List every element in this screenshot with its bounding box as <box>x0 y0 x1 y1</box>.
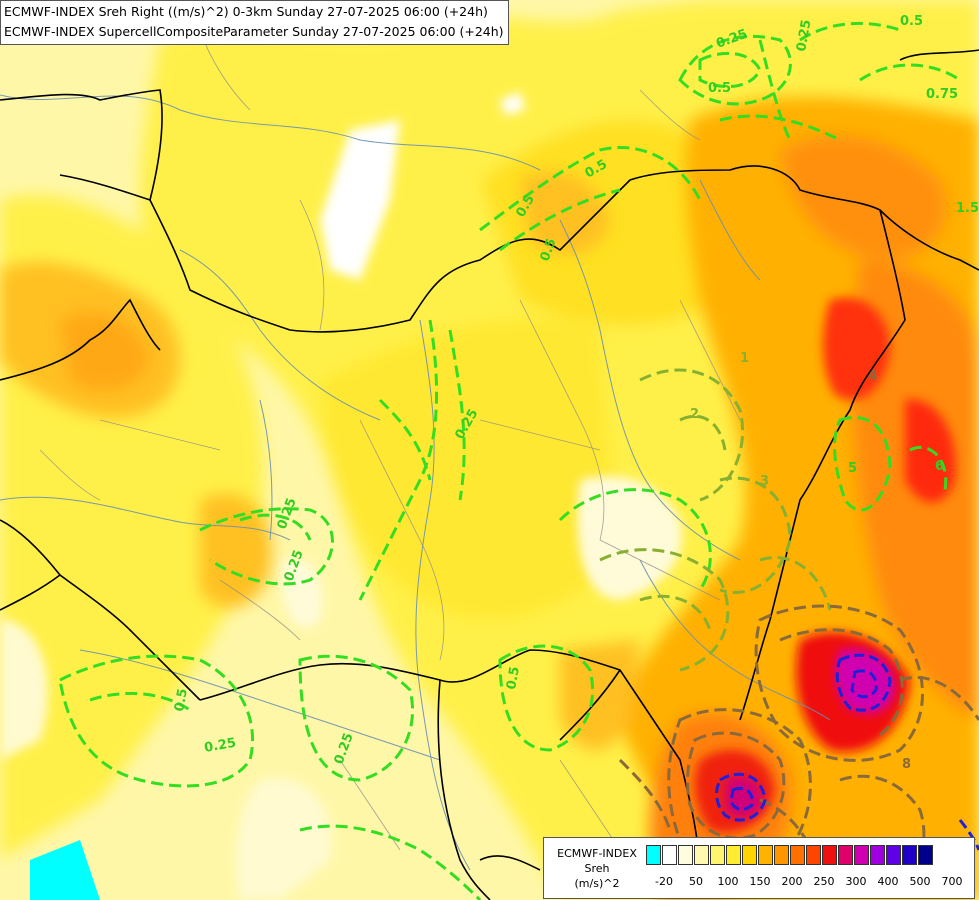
color-legend: ECMWF-INDEX Sreh (m/s)^2 -20 50 100 150 200 2… <box>543 837 975 899</box>
rivers <box>0 94 831 871</box>
legend-swatch <box>854 845 869 865</box>
legend-tick-label: 50 <box>689 875 703 888</box>
country-borders <box>0 49 979 900</box>
contour-label: 3 <box>760 474 769 489</box>
contour-label: 4 <box>868 369 877 384</box>
scp-contours-low <box>58 22 961 900</box>
legend-swatch <box>710 845 725 865</box>
legend-tick-label: 250 <box>813 875 835 888</box>
title-line-scp: ECMWF-INDEX SupercellCompositeParameter … <box>4 24 504 39</box>
contour-label: 1 <box>740 351 749 366</box>
legend-tick-label: 150 <box>749 875 771 888</box>
contour-label: 0.5 <box>708 81 731 96</box>
legend-swatches <box>646 845 934 865</box>
sreh-field-negative <box>30 840 100 900</box>
legend-swatch <box>678 845 693 865</box>
legend-tick-label: 100 <box>717 875 739 888</box>
scp-contours-mid <box>599 368 832 672</box>
contour-label: 0.5 <box>172 687 191 712</box>
contour-label: 2 <box>690 407 699 422</box>
legend-swatch <box>886 845 901 865</box>
legend-ticks: -20 50 100 150 200 250 300 400 500 700 <box>644 875 974 889</box>
legend-line-3: (m/s)^2 <box>574 877 620 890</box>
contour-label: 0.5 <box>504 665 523 690</box>
contour-label: 1.5 <box>956 201 979 216</box>
contour-label: 8 <box>902 757 911 772</box>
contour-label: 0.25 <box>794 18 814 52</box>
legend-title: ECMWF-INDEX Sreh (m/s)^2 <box>551 846 643 891</box>
contour-label: 5 <box>848 461 857 476</box>
legend-tick-label: 500 <box>909 875 931 888</box>
contour-label: 6 <box>935 459 944 474</box>
legend-swatch <box>774 845 789 865</box>
legend-tick-label: -20 <box>655 875 673 888</box>
legend-swatch <box>918 845 933 865</box>
contour-label: 0.5 <box>900 14 923 29</box>
legend-tick-label: 700 <box>941 875 963 888</box>
legend-swatch <box>726 845 741 865</box>
legend-swatch <box>790 845 805 865</box>
scp-contours-core <box>715 653 979 851</box>
legend-swatch <box>646 845 661 865</box>
contour-label: 0.25 <box>203 736 237 756</box>
legend-tick-label: 200 <box>781 875 803 888</box>
legend-swatch <box>742 845 757 865</box>
contour-label: 0.5 <box>538 237 560 264</box>
legend-swatch <box>870 845 885 865</box>
title-line-sreh: ECMWF-INDEX Sreh Right ((m/s)^2) 0-3km S… <box>4 4 488 19</box>
legend-swatch <box>758 845 773 865</box>
legend-line-1: ECMWF-INDEX <box>557 847 637 860</box>
map-title: ECMWF-INDEX Sreh Right ((m/s)^2) 0-3km S… <box>0 0 509 45</box>
legend-swatch <box>838 845 853 865</box>
legend-swatch <box>806 845 821 865</box>
legend-swatch <box>662 845 677 865</box>
legend-swatch <box>822 845 837 865</box>
contour-label: 0.75 <box>926 87 958 102</box>
legend-swatch <box>902 845 917 865</box>
legend-line-2: Sreh <box>584 862 610 875</box>
legend-tick-label: 400 <box>877 875 899 888</box>
legend-tick-label: 300 <box>845 875 867 888</box>
legend-swatch <box>694 845 709 865</box>
